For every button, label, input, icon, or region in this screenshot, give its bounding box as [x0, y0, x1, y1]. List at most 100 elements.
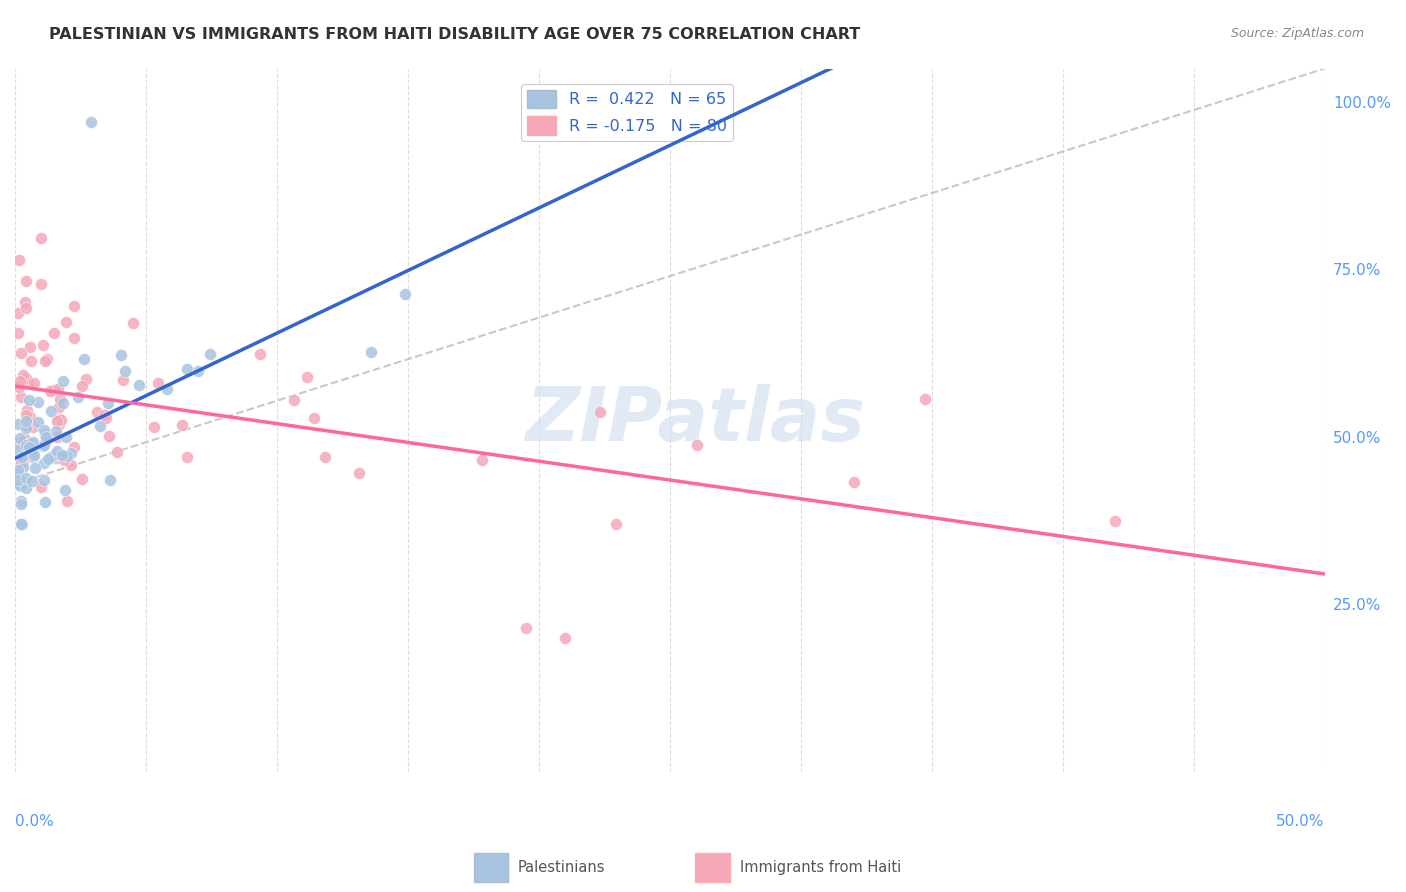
Point: [30, 277, 52, 292]
Point: [14, 274, 37, 288]
Point: [18, 340, 41, 354]
Point: [1104, 514, 1126, 528]
Point: [49, 413, 72, 427]
Point: [34, 495, 56, 509]
Point: [52, 374, 75, 388]
Point: [98, 473, 121, 487]
Point: [15, 481, 38, 495]
Point: [34, 354, 56, 368]
Point: [110, 348, 132, 362]
Point: [844, 475, 866, 489]
Point: [53, 483, 76, 498]
Point: [122, 316, 145, 330]
Point: [70, 472, 93, 486]
Point: [55, 314, 77, 328]
Point: [52, 396, 75, 410]
Point: [20, 354, 42, 368]
Point: [7, 443, 30, 458]
Bar: [474, 854, 509, 881]
Point: [34, 428, 56, 442]
Point: [18, 436, 41, 450]
Point: [11, 459, 34, 474]
Point: [18, 392, 41, 407]
Point: [295, 370, 318, 384]
Point: [11, 516, 34, 531]
Point: [17, 376, 39, 390]
Point: [10, 345, 32, 359]
Point: [24, 461, 46, 475]
Point: [18, 440, 41, 454]
Text: PALESTINIAN VS IMMIGRANTS FROM HAITI DISABILITY AGE OVER 75 CORRELATION CHART: PALESTINIAN VS IMMIGRANTS FROM HAITI DIS…: [49, 27, 860, 42]
Point: [156, 382, 179, 396]
Point: [89, 419, 111, 434]
Point: [7, 435, 30, 450]
Point: [8, 478, 31, 492]
Point: [60, 458, 83, 473]
Point: [21, 450, 44, 465]
Point: [55, 430, 77, 444]
Point: [302, 410, 325, 425]
Point: [11, 368, 34, 382]
Point: [7, 474, 30, 488]
Point: [44, 326, 66, 341]
Point: [8, 479, 31, 493]
Point: [588, 405, 610, 419]
Point: [7, 417, 30, 432]
Text: 0.0%: 0.0%: [15, 814, 53, 829]
Point: [7, 326, 30, 340]
Point: [45, 444, 67, 458]
Point: [27, 394, 49, 409]
Point: [73, 351, 96, 366]
Point: [35, 352, 58, 367]
Point: [7, 252, 30, 267]
Point: [146, 376, 169, 390]
Point: [21, 420, 44, 434]
Point: [15, 402, 38, 417]
Point: [44, 383, 66, 397]
Point: [10, 390, 32, 404]
Point: [7, 463, 30, 477]
Point: [70, 379, 93, 393]
Point: [14, 432, 37, 446]
Text: ZIPatlas: ZIPatlas: [526, 384, 866, 457]
Point: [470, 453, 492, 467]
Point: [14, 417, 37, 432]
Point: [142, 420, 165, 434]
Point: [515, 621, 537, 635]
Point: [48, 411, 70, 425]
Point: [41, 450, 63, 464]
Point: [56, 449, 79, 463]
Text: Source: ZipAtlas.com: Source: ZipAtlas.com: [1230, 27, 1364, 40]
Point: [30, 480, 52, 494]
Point: [187, 364, 209, 378]
Point: [10, 498, 32, 512]
Point: [176, 362, 198, 376]
Point: [53, 453, 76, 467]
Point: [7, 467, 30, 481]
Point: [554, 631, 576, 645]
Point: [128, 378, 150, 392]
Point: [48, 400, 70, 414]
Point: [27, 415, 49, 429]
Point: [39, 404, 62, 418]
Point: [45, 450, 67, 465]
Point: [86, 404, 108, 418]
Point: [347, 466, 370, 480]
Point: [8, 431, 31, 445]
Point: [56, 494, 79, 508]
Point: [30, 231, 52, 245]
Point: [75, 371, 97, 385]
Point: [34, 434, 56, 449]
Point: [48, 417, 70, 431]
Point: [8, 374, 31, 388]
Point: [15, 408, 38, 422]
Point: [39, 384, 62, 399]
Point: [15, 421, 38, 435]
Point: [14, 295, 37, 310]
Point: [314, 450, 336, 464]
Point: [114, 364, 136, 378]
Text: Palestinians: Palestinians: [517, 860, 606, 875]
Point: [11, 450, 34, 464]
Point: [97, 429, 120, 443]
Point: [176, 450, 198, 465]
